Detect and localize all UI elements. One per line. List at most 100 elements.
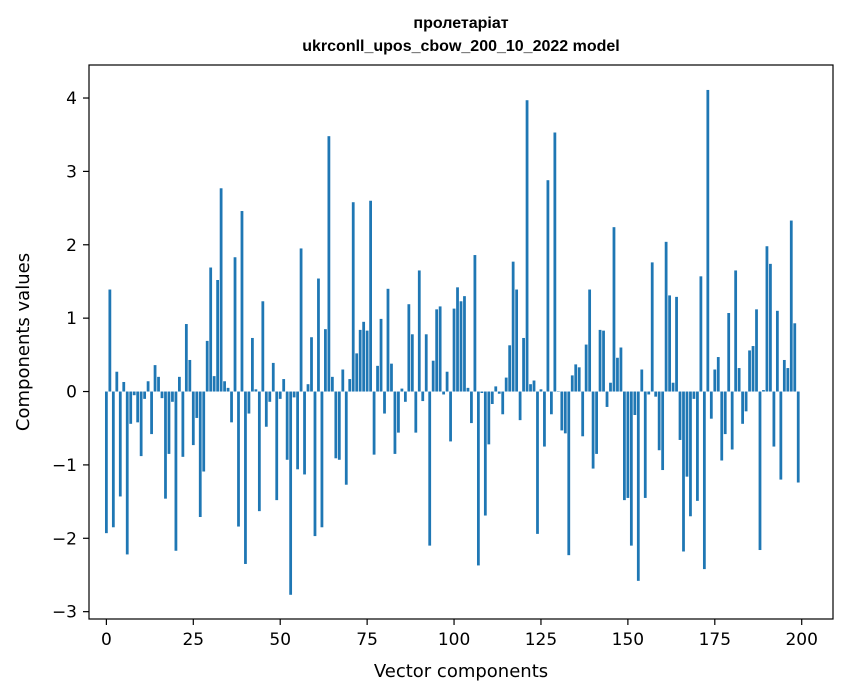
bar — [195, 391, 199, 418]
bar — [532, 380, 536, 392]
bar — [598, 329, 602, 392]
bar — [723, 391, 727, 435]
bar — [581, 391, 585, 437]
bar — [612, 227, 616, 392]
bar — [320, 391, 324, 528]
bar — [563, 391, 567, 434]
bar — [261, 301, 265, 392]
bar — [306, 384, 310, 392]
bar — [789, 220, 793, 392]
bar — [536, 391, 539, 534]
x-tick-label: 0 — [101, 630, 112, 650]
bar — [636, 391, 640, 581]
bar — [459, 301, 463, 392]
bar — [765, 246, 769, 392]
bar — [264, 391, 268, 427]
bar — [337, 391, 341, 460]
bar — [153, 365, 157, 392]
bar — [546, 180, 550, 392]
bar — [341, 369, 345, 392]
bar — [191, 391, 195, 446]
bar — [330, 376, 334, 392]
bar — [449, 391, 452, 442]
bar — [348, 379, 352, 392]
bar — [748, 350, 751, 392]
bar — [285, 391, 289, 460]
bar — [476, 391, 480, 566]
y-tick-label: −2 — [52, 529, 77, 549]
bar — [734, 270, 738, 392]
bar — [473, 255, 477, 392]
bar — [494, 386, 498, 392]
bar — [296, 391, 299, 470]
bar — [431, 360, 435, 392]
bar — [504, 377, 508, 392]
bar — [372, 391, 376, 455]
bar — [605, 391, 609, 407]
bar — [171, 391, 174, 402]
bar — [640, 369, 644, 392]
bar — [668, 295, 671, 392]
bar — [550, 391, 553, 415]
bar — [786, 368, 790, 392]
bar — [616, 357, 619, 392]
bar — [386, 288, 390, 392]
bar — [212, 376, 216, 392]
bar — [796, 391, 800, 483]
x-tick-label: 50 — [269, 630, 291, 650]
bar — [379, 318, 383, 392]
bar — [713, 369, 717, 392]
bar — [421, 391, 425, 402]
bar — [150, 391, 153, 435]
bar — [111, 391, 115, 528]
bar — [327, 136, 331, 392]
bar — [741, 391, 744, 424]
bar — [793, 323, 797, 392]
bar — [522, 337, 525, 392]
bar — [313, 391, 317, 537]
bar — [553, 132, 557, 392]
bar — [675, 296, 678, 392]
bar — [685, 391, 689, 477]
bar — [696, 391, 699, 501]
bar — [560, 391, 564, 431]
y-tick-label: 4 — [66, 89, 77, 109]
chart-title: пролетаріат — [413, 15, 508, 32]
bar — [299, 248, 303, 392]
bar — [782, 359, 786, 392]
bar — [435, 309, 439, 392]
bar — [414, 391, 418, 433]
bar — [143, 391, 147, 399]
x-tick-label: 25 — [182, 630, 204, 650]
x-tick-label: 150 — [612, 630, 644, 650]
bar — [689, 391, 692, 517]
bar — [619, 347, 623, 392]
x-axis-label: Vector components — [374, 661, 548, 682]
bar — [390, 363, 393, 392]
bar — [324, 329, 327, 392]
bar — [146, 381, 150, 392]
bar — [164, 391, 167, 499]
bar — [174, 391, 178, 551]
bar — [480, 391, 484, 393]
bar — [178, 376, 181, 392]
bar — [184, 324, 188, 392]
bar — [584, 344, 588, 392]
bar — [160, 391, 164, 399]
bar — [772, 391, 776, 447]
bar — [602, 330, 605, 392]
bar — [779, 391, 783, 480]
bar — [132, 391, 136, 396]
bar — [275, 391, 279, 501]
bar — [647, 391, 651, 395]
bar — [588, 289, 592, 392]
bar — [393, 391, 397, 454]
bar — [205, 340, 209, 392]
bar — [483, 391, 487, 516]
bar — [716, 357, 720, 392]
bar — [529, 384, 532, 392]
bar — [629, 391, 633, 546]
bar — [351, 202, 355, 392]
bar — [251, 337, 254, 392]
